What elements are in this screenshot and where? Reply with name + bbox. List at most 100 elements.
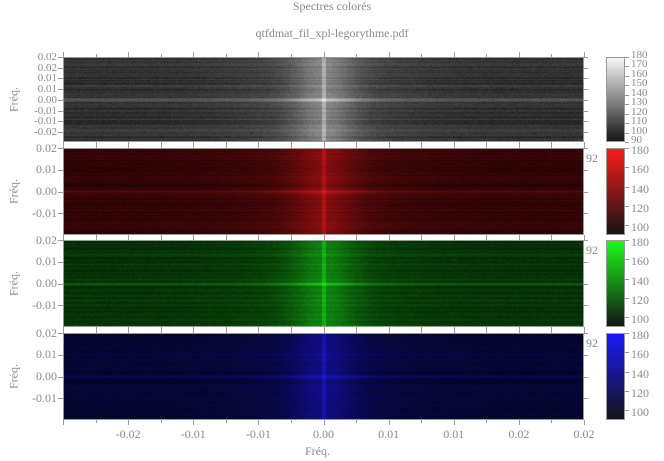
x-tick xyxy=(258,328,260,333)
x-tick xyxy=(128,52,130,57)
x-tick xyxy=(453,235,455,240)
colorbar-tick xyxy=(625,333,629,334)
x-tick xyxy=(160,54,162,57)
y-tick xyxy=(584,67,588,69)
y-tick xyxy=(584,121,588,123)
x-tick xyxy=(388,328,390,333)
y-tick xyxy=(58,132,63,133)
y-tick-label: 0.00 xyxy=(36,276,57,290)
y-tick xyxy=(584,99,588,101)
colorbar-tick xyxy=(625,240,629,241)
x-tick xyxy=(95,420,97,423)
colorbar-tick xyxy=(625,371,629,373)
y-tick xyxy=(58,78,63,80)
x-tick xyxy=(225,142,227,145)
y-tick xyxy=(58,99,63,101)
colorbar-tick xyxy=(625,167,629,169)
colorbar-tick-label: 110 xyxy=(631,115,648,128)
y-axis-label: Fréq. xyxy=(6,178,21,204)
colorbar-tick xyxy=(625,57,629,58)
x-tick xyxy=(518,143,520,148)
x-tick xyxy=(388,143,390,148)
x-tick xyxy=(160,145,162,148)
y-tick xyxy=(584,132,588,133)
y-tick xyxy=(584,354,588,356)
plot-frame xyxy=(63,333,584,420)
x-tick xyxy=(356,145,358,148)
heatmap-green xyxy=(63,240,584,327)
colorbar-tick-label: 140 xyxy=(631,273,649,288)
x-tick xyxy=(453,328,455,333)
y-tick-label: -0.01 xyxy=(34,115,57,128)
y-tick-label: 0.01 xyxy=(37,83,57,96)
x-tick xyxy=(551,54,553,57)
y-tick-label: -0.02 xyxy=(34,126,57,138)
x-tick xyxy=(421,145,423,148)
x-tick-label: 0.01 xyxy=(443,427,465,441)
x-tick-label: 0.01 xyxy=(378,427,400,441)
x-tick xyxy=(356,420,358,423)
y-tick-label: 0.02 xyxy=(36,140,57,155)
clipped-tick-label: 92 xyxy=(586,151,598,165)
y-tick-label: 0.00 xyxy=(36,184,57,198)
x-tick xyxy=(323,235,325,240)
y-tick-label: 0.00 xyxy=(37,93,57,106)
x-tick xyxy=(486,145,488,148)
colorbar-tick xyxy=(625,104,629,106)
x-tick xyxy=(356,330,358,333)
x-tick xyxy=(193,52,195,57)
x-tick xyxy=(290,145,292,148)
x-tick xyxy=(95,237,97,240)
heatmap-gray xyxy=(63,57,584,142)
colorbar-tick-label: 150 xyxy=(631,77,648,90)
colorbar-tick-label: 180 xyxy=(631,328,649,342)
y-tick xyxy=(58,305,63,307)
x-tick xyxy=(128,328,130,333)
colorbar-tick-label: 100 xyxy=(631,124,648,137)
x-tick xyxy=(290,327,292,330)
x-tick xyxy=(421,235,423,238)
x-tick xyxy=(421,330,423,333)
colorbar-tick xyxy=(625,85,629,87)
x-tick-label: -0.01 xyxy=(245,427,271,441)
colorbar-tick-label: 170 xyxy=(631,58,648,71)
y-tick xyxy=(584,110,588,112)
x-tick xyxy=(551,327,553,330)
x-tick xyxy=(323,52,325,57)
chart-subtitle: qtfdmat_fil_xpl-legorythme.pdf xyxy=(255,26,409,40)
x-tick xyxy=(160,237,162,240)
y-tick xyxy=(58,283,63,285)
x-tick xyxy=(356,237,358,240)
colorbar-tick-label: 120 xyxy=(631,293,649,307)
x-tick xyxy=(486,330,488,333)
x-tick xyxy=(518,420,520,425)
y-tick xyxy=(58,354,63,356)
x-tick xyxy=(388,235,390,240)
y-tick xyxy=(58,57,63,58)
colorbar-tick-label: 140 xyxy=(631,366,649,381)
x-tick xyxy=(290,420,292,423)
colorbar-tick-label: 100 xyxy=(631,220,649,235)
y-tick xyxy=(58,398,63,400)
x-tick xyxy=(290,330,292,333)
heatmap-blue xyxy=(63,333,584,420)
x-tick xyxy=(551,145,553,148)
x-tick xyxy=(486,54,488,57)
x-tick xyxy=(193,420,195,425)
x-tick-label: -0.02 xyxy=(115,427,141,441)
colorbar-tick-label: 100 xyxy=(631,405,649,420)
x-tick xyxy=(551,330,553,333)
x-tick xyxy=(518,235,520,240)
clipped-tick-label: 92 xyxy=(586,336,598,350)
y-tick xyxy=(58,333,63,334)
colorbar-tick xyxy=(625,298,629,299)
x-tick xyxy=(356,142,358,145)
colorbar-tick-label: 140 xyxy=(631,86,648,99)
x-tick xyxy=(258,235,260,240)
y-tick xyxy=(584,261,588,263)
colorbar-green xyxy=(606,240,625,327)
x-tick xyxy=(421,54,423,57)
x-tick xyxy=(63,328,64,333)
x-tick xyxy=(290,237,292,240)
y-tick-label: 0.01 xyxy=(37,72,57,85)
